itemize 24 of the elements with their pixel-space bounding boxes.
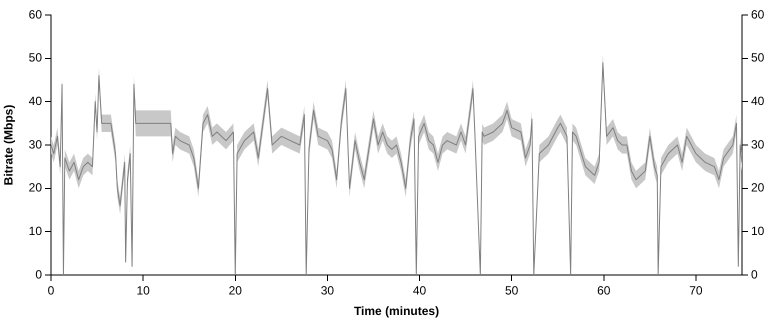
y-tick-label: 50	[28, 50, 42, 65]
y-tick-label: 40	[28, 94, 42, 108]
y2-tick-label: 50	[751, 50, 765, 65]
y2-tick-label: 10	[751, 224, 765, 238]
y2-tick-label: 30	[751, 137, 765, 152]
x-tick-label: 20	[228, 284, 242, 298]
y-tick-label: 20	[28, 180, 42, 195]
y-tick-label: 30	[28, 137, 42, 152]
x-tick-label: 50	[504, 284, 519, 298]
y-axis-title: Bitrate (Mbps)	[2, 104, 16, 186]
x-tick-label: 70	[689, 284, 703, 298]
y2-tick-label: 20	[751, 180, 765, 195]
y2-tick-label: 40	[751, 94, 765, 108]
x-tick-label: 10	[136, 284, 150, 298]
y2-tick-label: 0	[751, 267, 758, 282]
y-tick-label: 10	[28, 224, 42, 238]
x-axis-title: Time (minutes)	[354, 304, 440, 318]
y-tick-label: 0	[35, 267, 42, 282]
x-tick-label: 30	[320, 284, 334, 298]
y2-tick-label: 60	[751, 7, 765, 22]
x-tick-label: 60	[597, 284, 611, 298]
x-tick-label: 40	[412, 284, 427, 298]
x-tick-label: 0	[48, 284, 55, 298]
y-tick-label: 60	[28, 7, 42, 22]
